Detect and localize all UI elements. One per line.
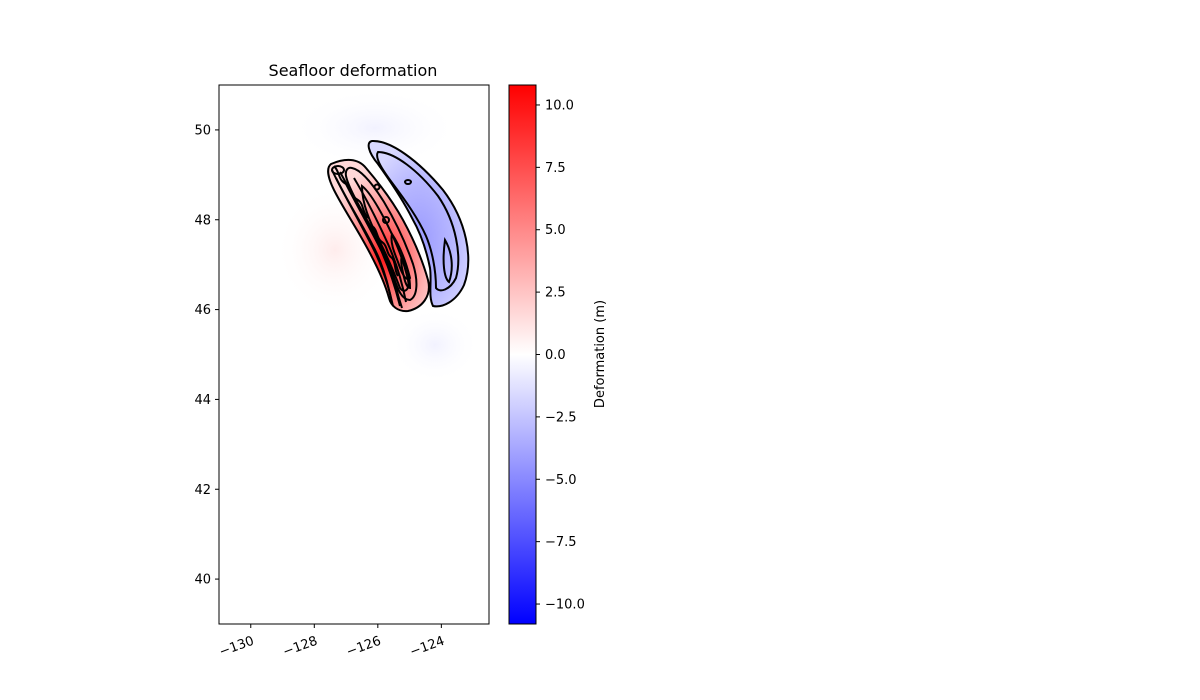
colorbar: −10.0 −7.5 −5.0 −2.5 0.0 2.5 5.0 7.5 10.0 Deform… [508,84,608,625]
y-tick-label: 50 [194,123,211,138]
contour-trench-7 [333,165,369,219]
colorbar-tick-label: −7.5 [545,535,577,550]
contour-trench-6 [353,177,407,303]
contour-uplift-5 [400,253,412,290]
colorbar-tick-label: −5.0 [545,473,577,488]
colorbar-tick-label: −2.5 [545,410,577,425]
chart-title: Seafloor deformation [269,61,438,80]
contour-lines [327,139,470,313]
colorbar-ticks: −10.0 −7.5 −5.0 −2.5 0.0 2.5 5.0 7.5 10.0 [536,98,585,613]
contour-spot-1 [331,165,345,175]
axes-frame [218,84,490,625]
x-tick-label: −128 [281,634,320,660]
colorbar-tick-label: 7.5 [545,161,566,176]
plot-area: −130 −128 −126 −124 40 42 44 46 48 50 [194,84,490,660]
colorbar-gradient [509,85,536,624]
x-tick-label: −124 [408,634,447,660]
y-tick-label: 48 [194,213,211,228]
y-ticks: 40 42 44 46 48 50 [194,123,219,588]
colorbar-tick-label: 0.0 [545,348,566,363]
colorbar-label: Deformation (m) [593,300,608,408]
x-tick-label: −130 [217,634,256,660]
halo-north [290,88,460,168]
contour-subsidence-spot [404,179,412,185]
contour-trench-8 [371,225,399,277]
colorbar-tick-label: 2.5 [545,286,566,301]
contour-uplift-2 [344,166,418,302]
y-tick-label: 46 [194,303,211,318]
deformation-field [275,88,480,383]
y-tick-label: 40 [194,573,211,588]
y-tick-label: 42 [194,483,211,498]
contour-subsidence-core [442,236,453,284]
colorbar-tick-label: −10.0 [545,598,585,613]
contour-subsidence-inner [376,150,460,292]
y-tick-label: 44 [194,393,211,408]
contour-uplift-outer [327,158,430,313]
x-tick-label: −126 [344,634,383,660]
colorbar-tick-label: 10.0 [545,98,574,113]
contour-spot-2 [373,183,381,191]
halo-south [390,307,480,383]
contour-trench-2 [335,177,394,307]
colorbar-tick-label: 5.0 [545,223,566,238]
contour-trench-5 [347,185,403,309]
contour-spot-3 [382,216,390,224]
x-ticks: −130 −128 −126 −124 [217,624,447,660]
